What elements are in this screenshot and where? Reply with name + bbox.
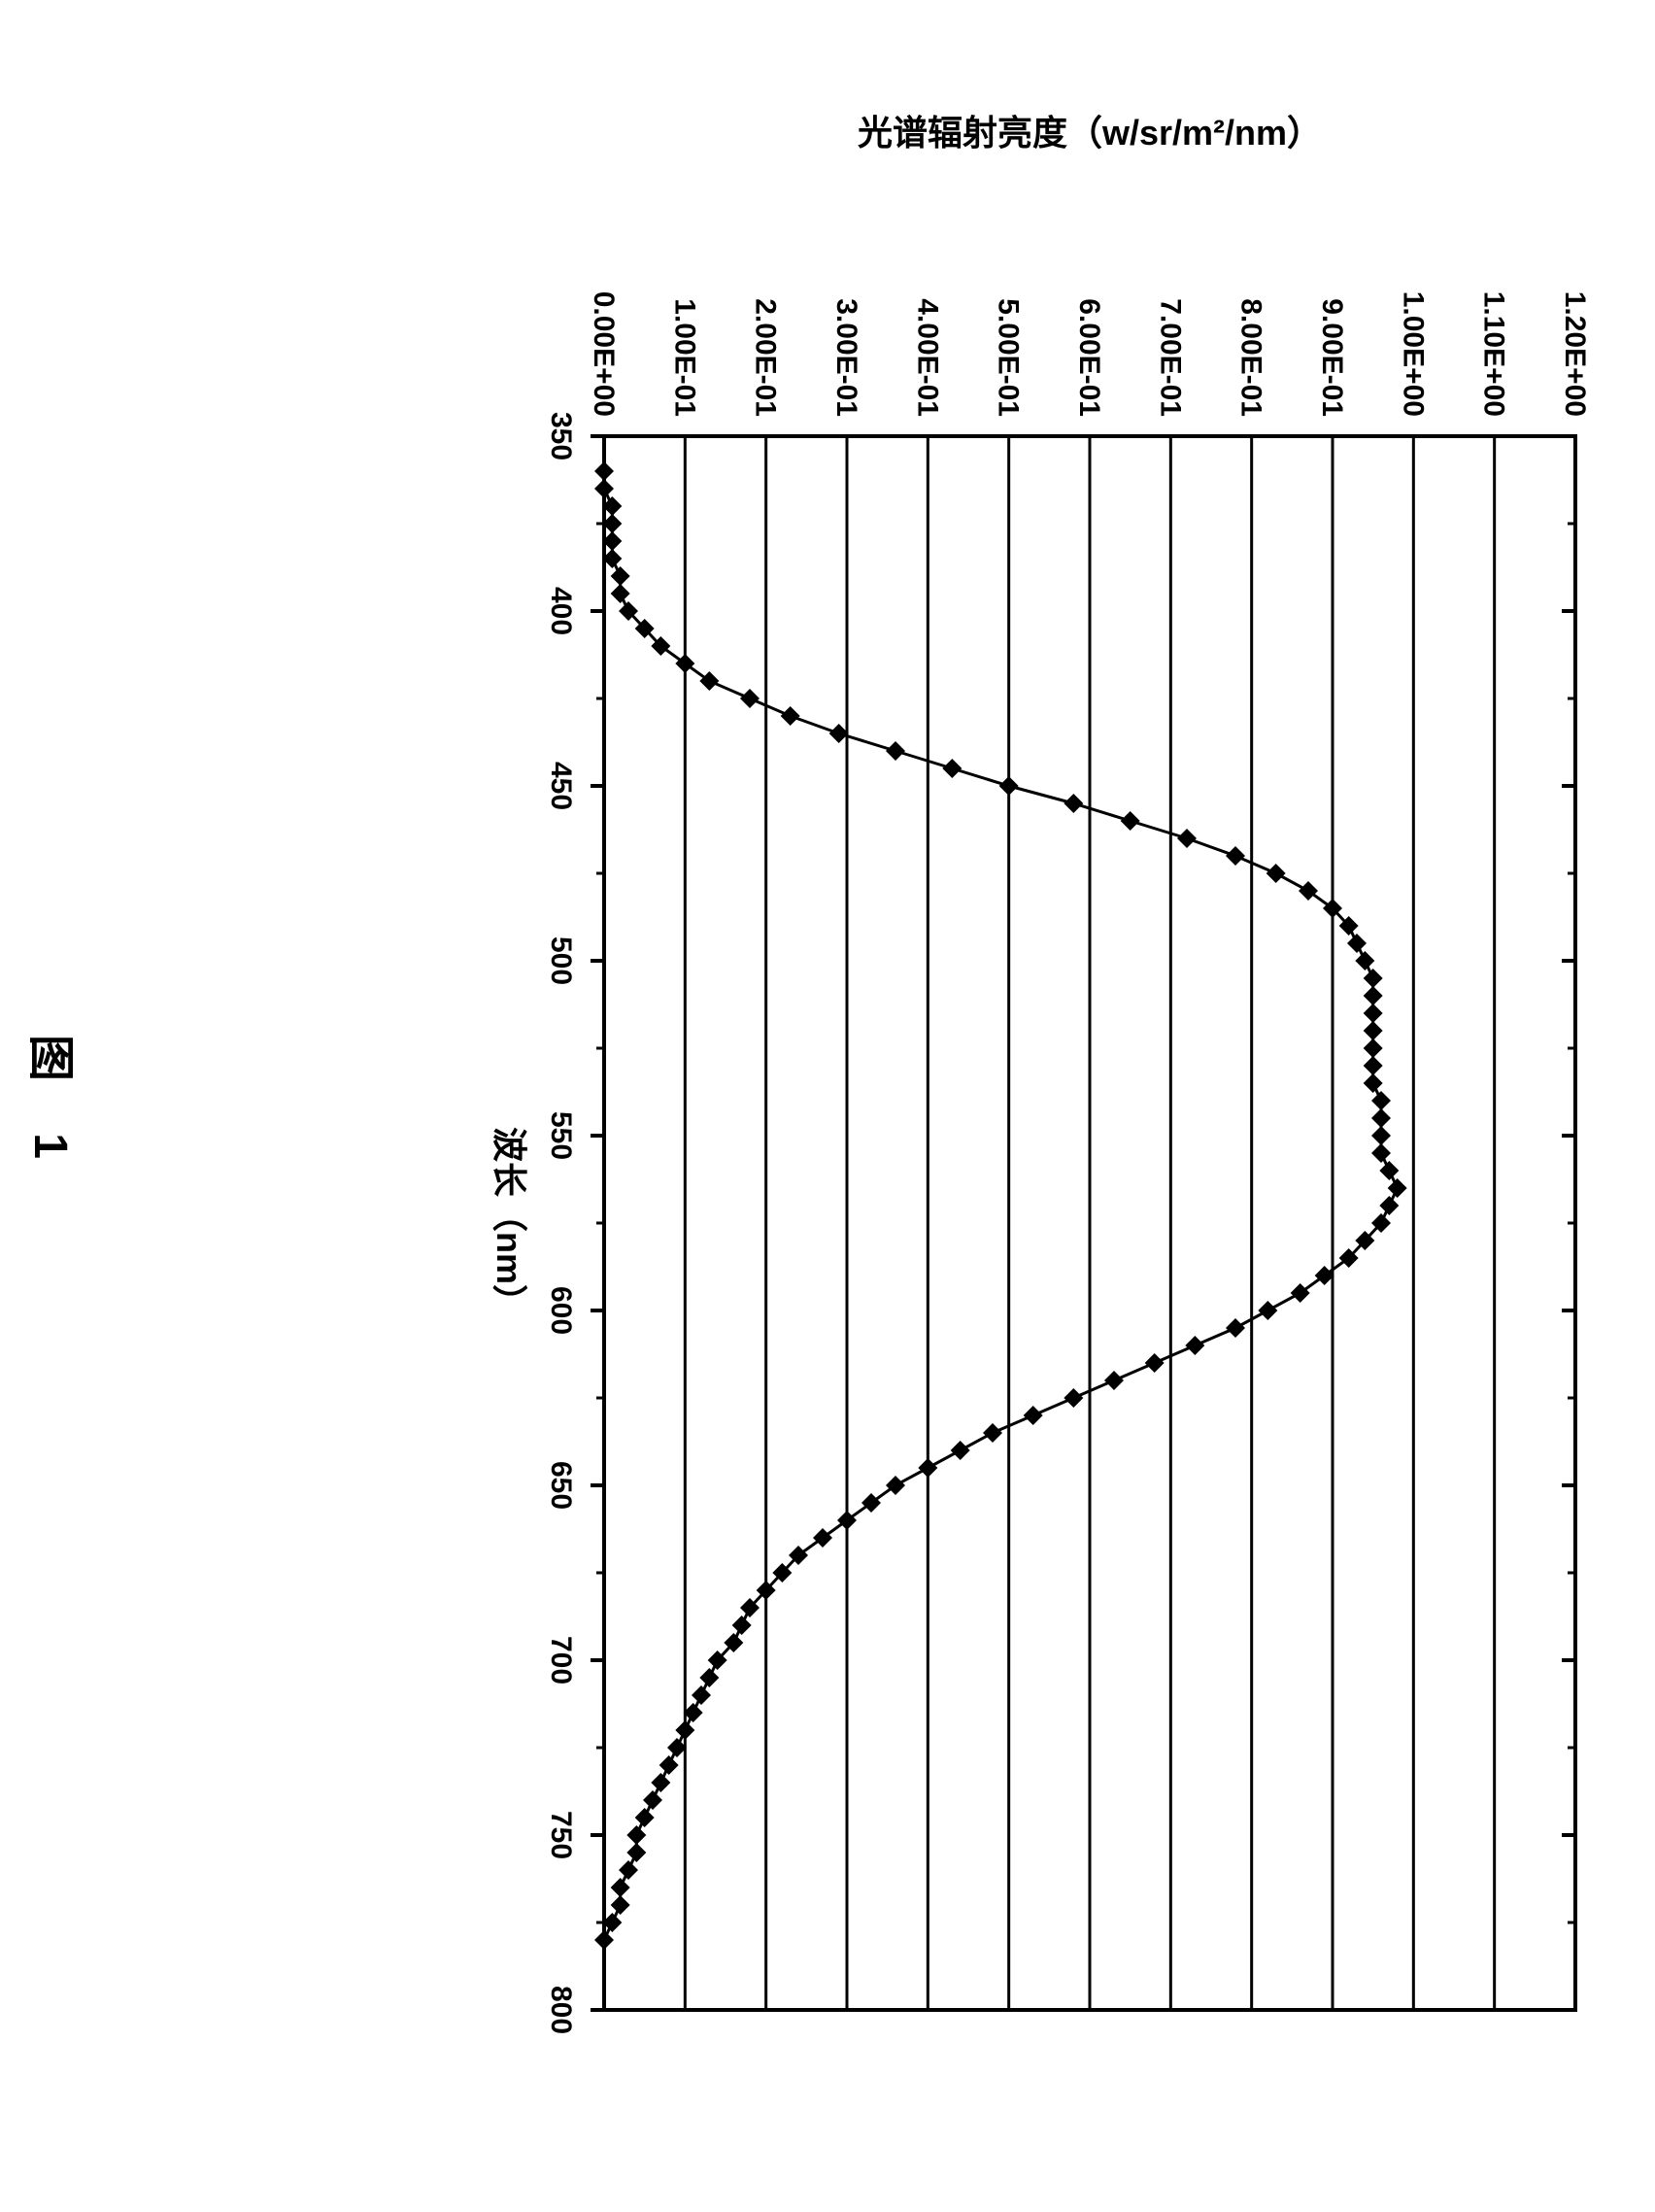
svg-text:450: 450 [545,761,577,809]
svg-text:1.20E+00: 1.20E+00 [1559,290,1591,416]
svg-text:1.00E+00: 1.00E+00 [1397,290,1429,416]
svg-text:2.00E-01: 2.00E-01 [750,298,782,417]
svg-text:400: 400 [545,586,577,634]
svg-text:800: 800 [545,1985,577,2033]
svg-text:6.00E-01: 6.00E-01 [1073,298,1105,417]
svg-text:1.00E-01: 1.00E-01 [668,298,700,417]
svg-text:550: 550 [545,1110,577,1159]
svg-text:650: 650 [545,1460,577,1509]
svg-text:500: 500 [545,936,577,984]
svg-text:5.00E-01: 5.00E-01 [993,298,1025,417]
svg-text:9.00E-01: 9.00E-01 [1316,298,1348,417]
figure-caption: 图 1 [24,1034,76,1177]
svg-text:波长（nm）: 波长（nm） [490,1126,529,1318]
spectral-radiance-chart: 350 400 450 500 550 600 650 700 750 800 0.00E+00 1.… [177,86,1634,2127]
svg-text:4.00E-01: 4.00E-01 [911,298,943,417]
figure-container: 350 400 450 500 550 600 650 700 750 800 0.00E+00 1.… [21,86,1634,2127]
svg-text:600: 600 [545,1285,577,1334]
svg-text:350: 350 [545,411,577,459]
svg-text:0.00E+00: 0.00E+00 [588,290,620,416]
svg-text:700: 700 [545,1635,577,1684]
svg-text:1.10E+00: 1.10E+00 [1478,290,1510,416]
svg-text:8.00E-01: 8.00E-01 [1235,298,1267,417]
svg-text:3.00E-01: 3.00E-01 [830,298,862,417]
svg-text:750: 750 [545,1810,577,1858]
svg-text:7.00E-01: 7.00E-01 [1154,298,1186,417]
svg-text:光谱辐射亮度（w/sr/m²/nm）: 光谱辐射亮度（w/sr/m²/nm） [858,113,1322,153]
